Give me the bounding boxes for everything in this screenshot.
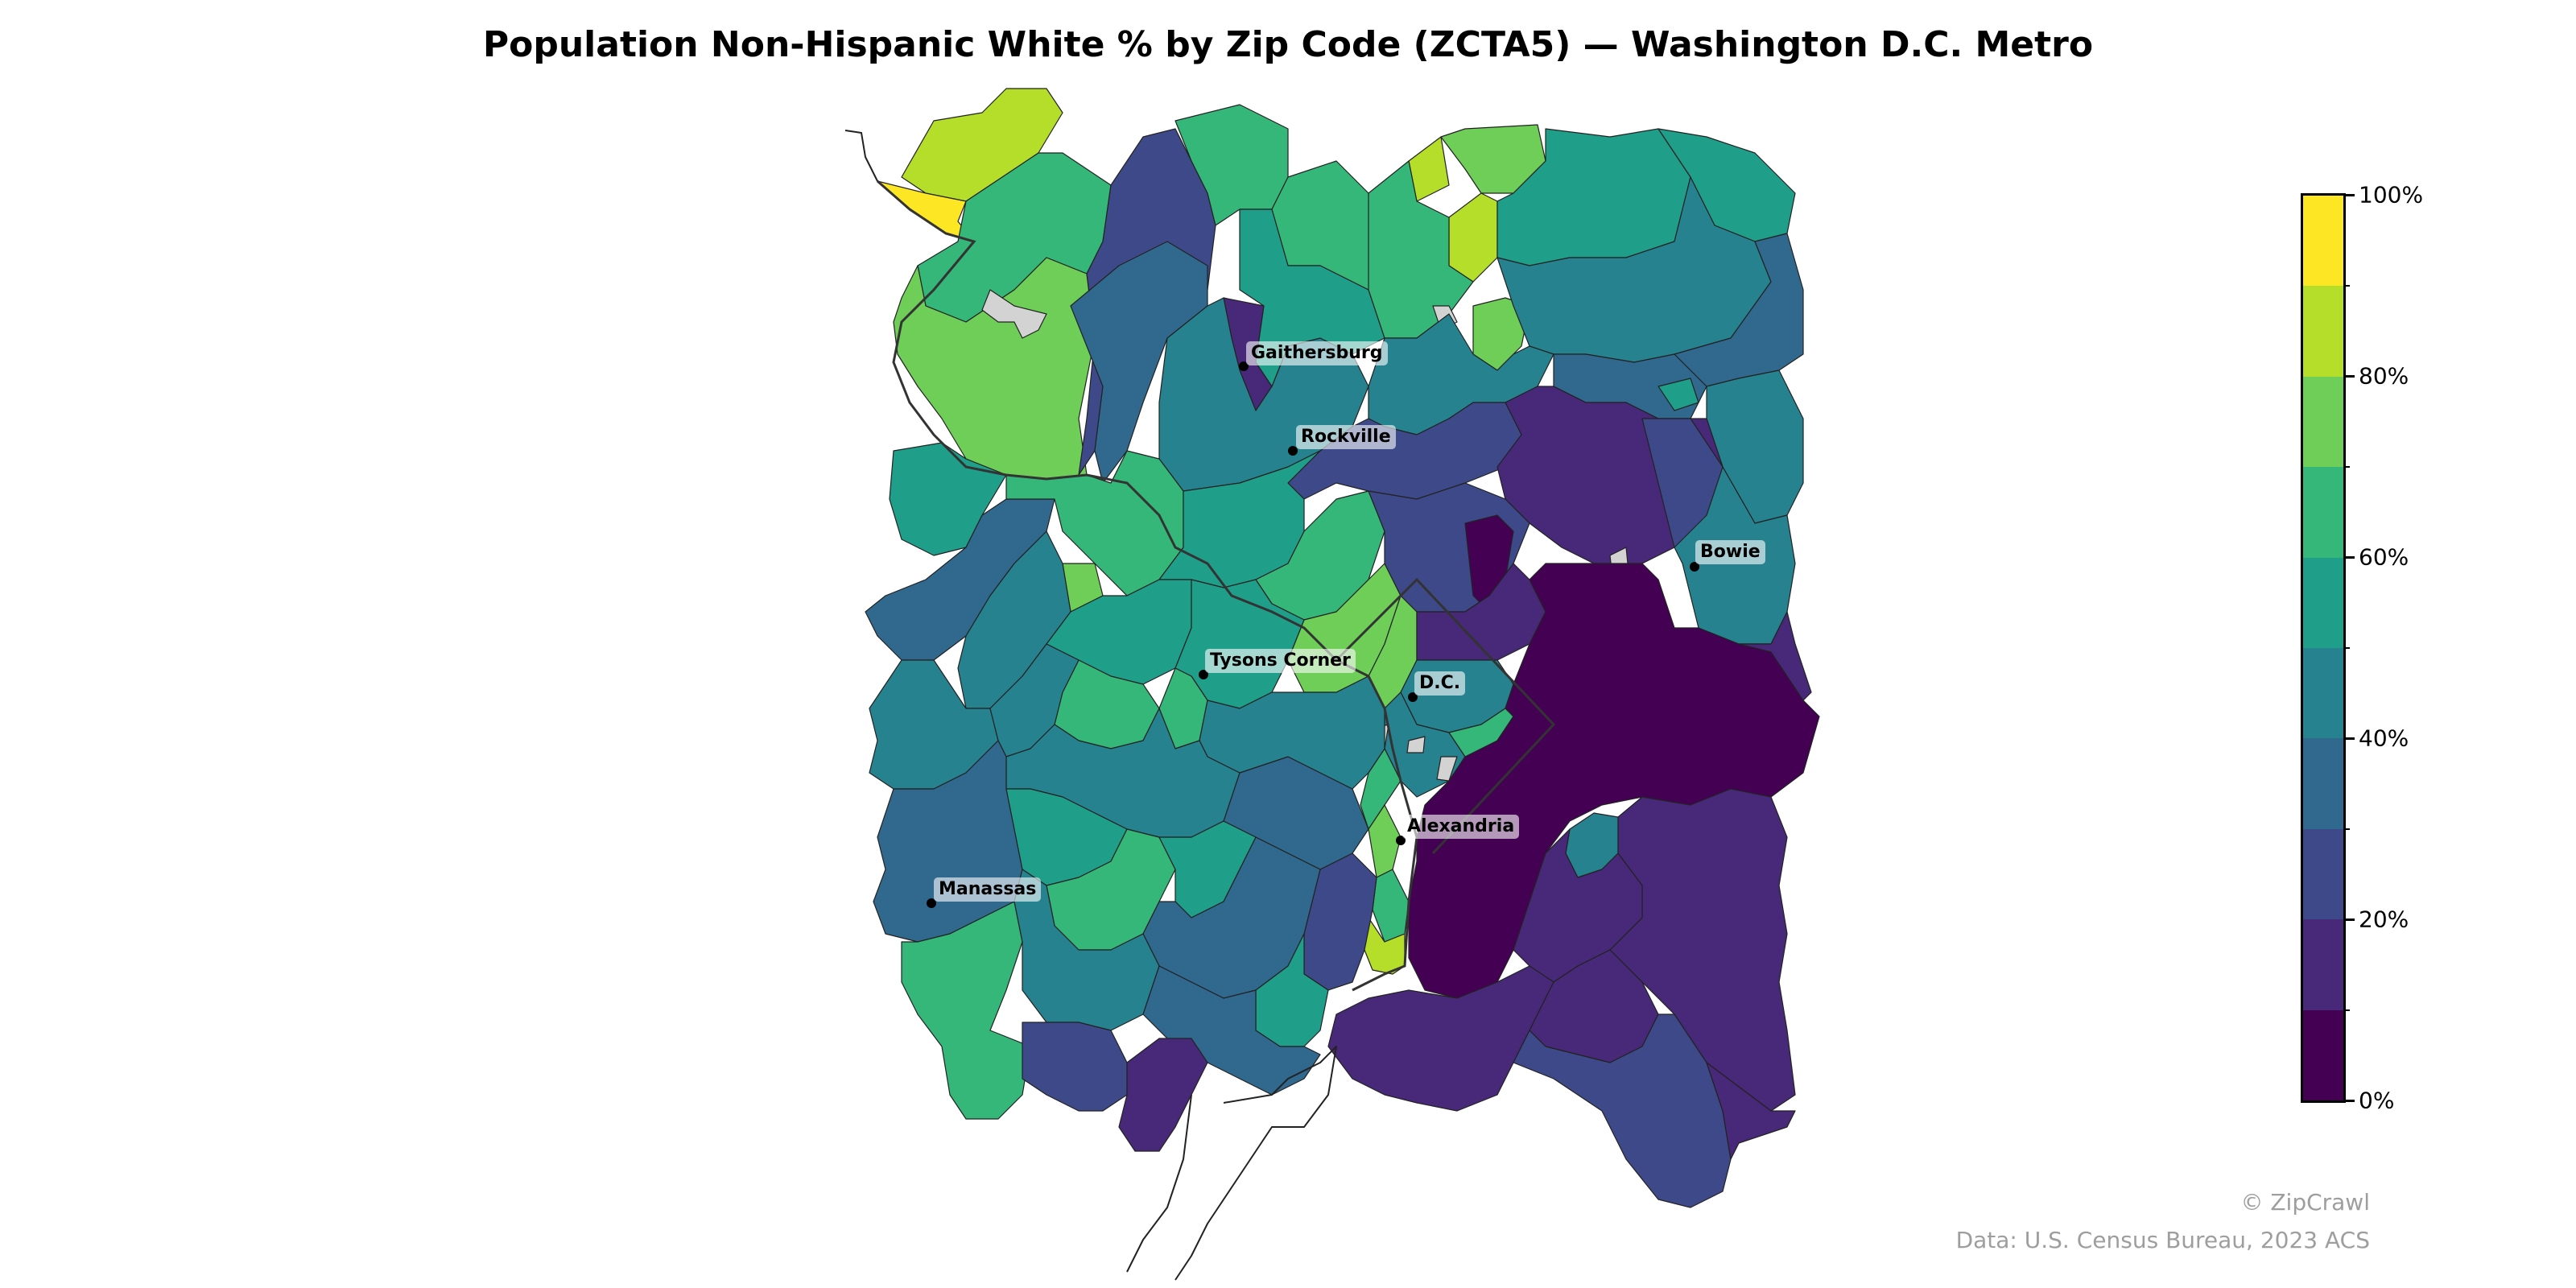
zip-region [1448,192,1498,283]
zip-region [1070,241,1208,484]
river-outline [844,130,878,182]
zip-region [1406,736,1426,753]
colorbar-minor-tick [2343,647,2350,649]
colorbar-bin-90-100 [2303,196,2343,287]
colorbar-label-60: 60% [2359,543,2409,571]
colorbar-tick [2343,919,2355,921]
river-outline [1174,1046,1337,1281]
city-label-manassas: Manassas [934,877,1042,902]
colorbar-tick [2343,375,2355,378]
city-label-alexandria: Alexandria [1402,815,1520,839]
colorbar-bin-80-90 [2303,286,2343,377]
city-label-rockville: Rockville [1296,425,1396,449]
colorbar-minor-tick [2343,285,2350,287]
city-label-gaithersburg: Gaithersburg [1246,341,1388,365]
colorbar-bin-30-40 [2303,738,2343,829]
colorbar-label-20: 20% [2359,906,2409,933]
city-label-dc: D.C. [1414,671,1466,696]
colorbar-minor-tick [2343,828,2350,830]
zip-region [1368,804,1402,878]
chart-title: Population Non-Hispanic White % by Zip C… [482,24,2094,65]
city-marker-dot [1288,446,1298,456]
zip-region [1706,1062,1796,1160]
zip-region [981,289,1047,339]
zip-region [1738,611,1812,701]
city-label-bowie: Bowie [1695,540,1765,564]
zip-region [1368,160,1474,339]
data-source-text: Data: U.S. Census Bureau, 2023 ACS [1955,1227,2370,1253]
colorbar-label-40: 40% [2359,724,2409,752]
river-outline [1126,1094,1192,1273]
colorbar-tick [2343,194,2355,196]
city-marker-dot [1690,562,1699,572]
zip-region [1372,869,1410,943]
zip-region [1142,965,1321,1096]
city-marker-dot [927,898,936,908]
zip-region [1657,378,1699,411]
colorbar-tick [2343,1100,2355,1102]
colorbar [2301,193,2346,1103]
zip-region [1118,1038,1208,1152]
zip-region [1364,917,1406,975]
colorbar-bin-70-80 [2303,376,2343,468]
colorbar-bin-50-60 [2303,557,2343,649]
colorbar-bin-0-10 [2303,1009,2343,1101]
colorbar-bin-20-30 [2303,828,2343,920]
dc-boundary [1335,577,1556,855]
city-label-tysons-corner: Tysons Corner [1205,649,1356,673]
zip-region [1022,1022,1128,1112]
colorbar-minor-tick [2343,1009,2350,1011]
colorbar-label-100: 100% [2359,181,2424,208]
colorbar-tick [2343,556,2355,559]
colorbar-minor-tick [2343,466,2350,468]
colorbar-bin-40-50 [2303,648,2343,739]
colorbar-label-80: 80% [2359,362,2409,390]
colorbar-tick [2343,737,2355,740]
colorbar-bin-60-70 [2303,467,2343,558]
colorbar-bin-10-20 [2303,919,2343,1010]
colorbar-label-0: 0% [2359,1087,2395,1114]
copyright-text: © ZipCrawl [2240,1189,2370,1216]
